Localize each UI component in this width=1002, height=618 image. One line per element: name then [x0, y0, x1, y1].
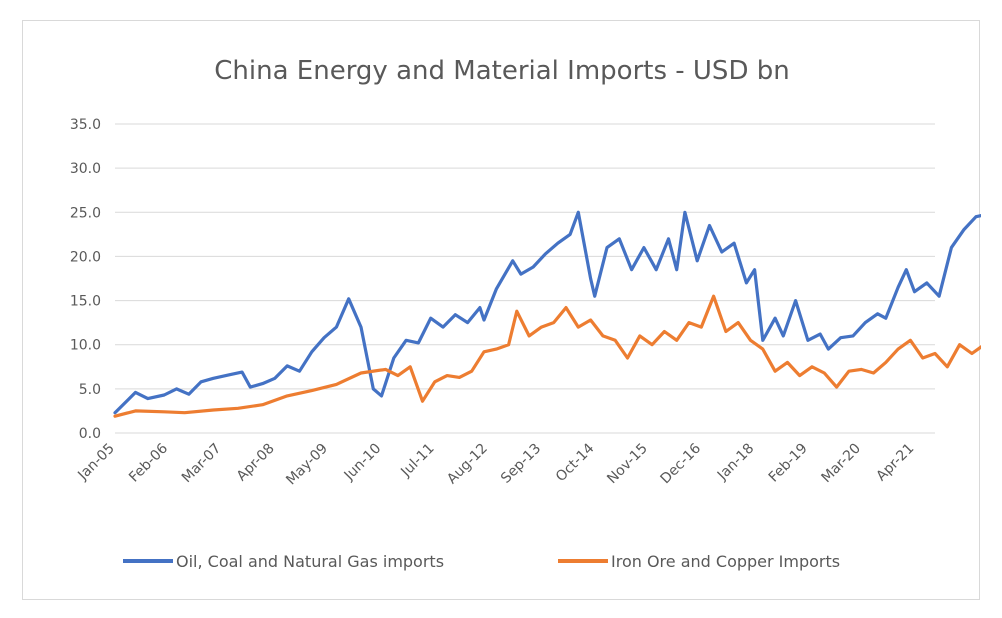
y-tick-label: 35.0: [70, 117, 101, 133]
y-tick-label: 25.0: [70, 205, 101, 221]
x-tick-label: Aug-12: [444, 441, 491, 488]
x-tick-label: Jun-10: [341, 441, 385, 485]
x-tick-label: Feb-19: [766, 441, 811, 486]
chart-frame: China Energy and Material Imports - USD …: [22, 20, 981, 600]
x-tick-label: Dec-16: [657, 440, 704, 487]
x-tick-label: Oct-14: [553, 440, 598, 485]
legend: Oil, Coal and Natural Gas imports Iron Or…: [123, 552, 840, 571]
legend-label-1: Iron Ore and Copper Imports: [611, 552, 840, 571]
chart-title: China Energy and Material Imports - USD …: [214, 56, 789, 86]
y-tick-label: 15.0: [70, 294, 101, 310]
series-lines: [113, 210, 981, 418]
x-axis-ticks: Jan-05 Feb-06 Mar-07 Apr-08 May-09 Jun-10 Jul-…: [74, 440, 917, 488]
legend-label-0: Oil, Coal and Natural Gas imports: [176, 552, 444, 571]
x-tick-label: Mar-20: [818, 441, 864, 487]
x-tick-label: Feb-06: [126, 440, 171, 485]
y-tick-label: 0.0: [79, 426, 101, 442]
line-chart: China Energy and Material Imports - USD …: [70, 56, 981, 571]
y-tick-label: 30.0: [70, 161, 101, 177]
x-tick-label: Nov-15: [604, 441, 651, 488]
x-tick-label: Apr-08: [234, 441, 278, 485]
x-tick-label: Mar-07: [179, 441, 225, 487]
y-tick-label: 10.0: [70, 338, 101, 354]
series-line-0: [113, 210, 981, 415]
y-tick-label: 20.0: [70, 249, 101, 265]
x-tick-label: Jan-18: [714, 441, 757, 484]
series-line-1: [113, 294, 981, 418]
x-tick-label: Jul-11: [397, 441, 437, 481]
gridlines: [115, 123, 935, 434]
x-tick-label: Jan-05: [74, 441, 117, 484]
x-tick-label: May-09: [283, 441, 331, 489]
y-axis-ticks: 0.0 5.0 10.0 15.0 20.0 25.0 30.0 35.0: [70, 117, 101, 442]
x-tick-label: Sep-13: [498, 441, 544, 487]
x-tick-label: Apr-21: [873, 441, 917, 485]
y-tick-label: 5.0: [79, 382, 101, 398]
